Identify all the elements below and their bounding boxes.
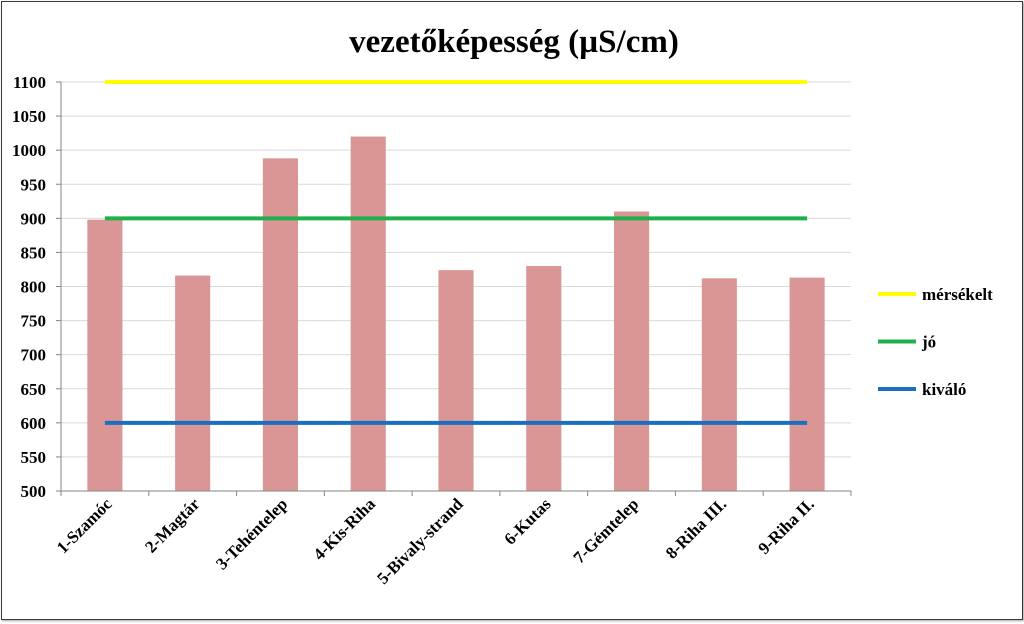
y-tick-label: 1100 <box>13 73 46 92</box>
bar <box>350 136 386 492</box>
legend-label: jó <box>921 333 936 352</box>
legend: mérsékelt jó kiváló <box>878 285 993 399</box>
x-tick-label: 6-Kutas <box>500 494 554 548</box>
bar <box>526 266 562 491</box>
y-tick-label: 700 <box>21 346 47 365</box>
x-tick-label: 9-Riha II. <box>754 494 818 558</box>
y-tick-label: 800 <box>21 278 47 297</box>
y-axis-ticks: 500 550 600 650 700 750 800 850 900 950 1000 1050 11… <box>12 73 61 501</box>
x-axis-ticks: 1-Szamóc 2-Magtár 3-Tehéntelep 4-Kis-Riha5-… <box>53 491 852 588</box>
y-tick-label: 1000 <box>12 141 46 160</box>
y-tick-label: 850 <box>21 243 47 262</box>
x-tick-label: 4-Kis-Riha <box>310 494 380 564</box>
y-tick-label: 750 <box>21 312 47 331</box>
chart-title: vezetőképesség (µS/cm) <box>349 24 679 60</box>
y-tick-label: 550 <box>21 448 47 467</box>
x-tick-label: 8-Riha III. <box>662 494 730 562</box>
bar <box>701 278 737 491</box>
y-tick-label: 900 <box>21 209 47 228</box>
x-tick-label: 3-Tehéntelep <box>212 494 291 573</box>
bar <box>438 270 474 491</box>
bar <box>87 219 123 492</box>
x-tick-label: 2-Magtár <box>141 494 203 556</box>
y-tick-label: 950 <box>21 175 47 194</box>
y-tick-label: 650 <box>21 380 47 399</box>
legend-label: mérsékelt <box>922 285 993 304</box>
bar <box>262 158 298 491</box>
reference-lines <box>104 80 808 425</box>
x-tick-label: 7-Gémtelep <box>570 494 643 567</box>
x-tick-label: 5-Bivaly-strand <box>373 494 467 588</box>
y-tick-label: 500 <box>21 482 47 501</box>
y-tick-label: 1050 <box>12 107 46 126</box>
bar <box>614 211 650 491</box>
bar <box>789 277 825 491</box>
bar-series <box>87 136 825 492</box>
y-tick-label: 600 <box>21 414 47 433</box>
legend-label: kiváló <box>922 380 966 399</box>
bar <box>175 275 211 491</box>
x-tick-label: 1-Szamóc <box>53 494 116 557</box>
